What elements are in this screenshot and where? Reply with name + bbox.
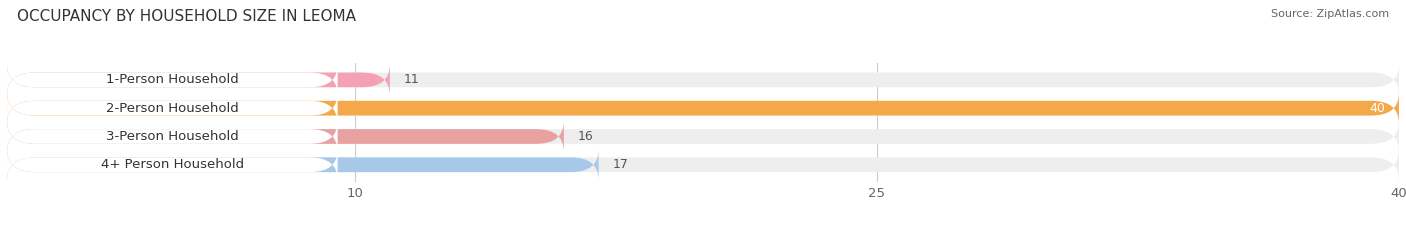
FancyBboxPatch shape xyxy=(7,93,1399,123)
Text: 3-Person Household: 3-Person Household xyxy=(105,130,239,143)
Text: 4+ Person Household: 4+ Person Household xyxy=(101,158,243,171)
FancyBboxPatch shape xyxy=(7,65,337,95)
Text: 2-Person Household: 2-Person Household xyxy=(105,102,239,115)
Text: 16: 16 xyxy=(578,130,593,143)
FancyBboxPatch shape xyxy=(7,65,1399,95)
Text: 17: 17 xyxy=(613,158,628,171)
Text: OCCUPANCY BY HOUSEHOLD SIZE IN LEOMA: OCCUPANCY BY HOUSEHOLD SIZE IN LEOMA xyxy=(17,9,356,24)
FancyBboxPatch shape xyxy=(7,150,1399,180)
FancyBboxPatch shape xyxy=(7,121,564,152)
FancyBboxPatch shape xyxy=(7,121,1399,152)
FancyBboxPatch shape xyxy=(7,150,337,180)
Text: 40: 40 xyxy=(1369,102,1385,115)
FancyBboxPatch shape xyxy=(7,93,337,123)
FancyBboxPatch shape xyxy=(7,121,337,152)
FancyBboxPatch shape xyxy=(7,65,389,95)
Text: 11: 11 xyxy=(404,73,419,86)
FancyBboxPatch shape xyxy=(7,93,1399,123)
Text: 1-Person Household: 1-Person Household xyxy=(105,73,239,86)
Text: Source: ZipAtlas.com: Source: ZipAtlas.com xyxy=(1271,9,1389,19)
FancyBboxPatch shape xyxy=(7,150,599,180)
